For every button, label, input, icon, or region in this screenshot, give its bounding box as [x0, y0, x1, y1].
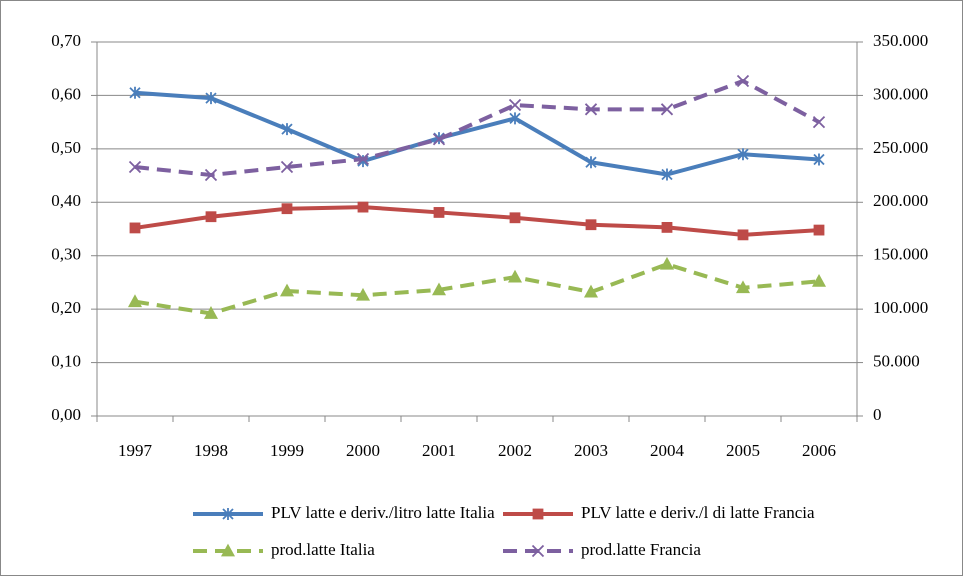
data-point	[659, 256, 675, 270]
y2-tick-label: 150.000	[873, 245, 928, 264]
data-point	[812, 116, 826, 129]
data-point	[356, 152, 370, 166]
data-point	[736, 74, 750, 88]
data-point	[127, 294, 143, 308]
data-point	[509, 112, 521, 125]
data-point	[281, 203, 293, 215]
y-tick-label: 0,60	[51, 84, 81, 103]
x-tick-label: 1997	[118, 441, 153, 460]
y-tick-label: 0,50	[51, 138, 81, 157]
y-tick-label: 0,70	[51, 31, 81, 50]
y2-tick-label: 0	[873, 405, 882, 424]
x-tick-label: 2000	[346, 441, 380, 460]
y2-tick-label: 100.000	[873, 298, 928, 317]
x-tick-label: 2004	[650, 441, 685, 460]
series-line	[134, 205, 820, 237]
data-point	[203, 306, 219, 319]
data-point	[585, 219, 597, 231]
data-point	[281, 123, 293, 136]
y2-tick-label: 300.000	[873, 84, 928, 103]
legend-marker	[220, 543, 236, 557]
data-point	[128, 160, 142, 174]
x-tick-label: 2005	[726, 441, 760, 460]
x-tick-label: 2006	[802, 441, 836, 460]
data-point	[585, 156, 597, 169]
legend-label: PLV latte e deriv./litro latte Italia	[271, 503, 495, 522]
data-point	[509, 212, 521, 224]
y-tick-label: 0,30	[51, 245, 81, 264]
legend-label: prod.latte Francia	[581, 540, 701, 559]
data-point	[737, 148, 749, 161]
x-tick-label: 2003	[574, 441, 608, 460]
y-tick-label: 0,40	[51, 191, 81, 210]
legend-marker	[222, 508, 234, 520]
data-point	[813, 224, 825, 236]
legend-marker	[532, 508, 544, 520]
data-point	[280, 160, 294, 174]
y-tick-label: 0,00	[51, 405, 81, 424]
data-point	[129, 86, 141, 99]
data-point	[813, 153, 825, 166]
series-line	[134, 262, 820, 316]
data-point	[735, 280, 751, 294]
data-point	[661, 168, 673, 181]
y2-tick-label: 250.000	[873, 138, 928, 157]
y2-tick-label: 200.000	[873, 191, 928, 210]
data-point	[811, 273, 827, 287]
y2-tick-label: 350.000	[873, 31, 928, 50]
data-point	[507, 269, 523, 283]
data-point	[433, 207, 445, 218]
data-point	[661, 221, 673, 233]
data-point	[660, 103, 674, 116]
x-tick-label: 2001	[422, 441, 456, 460]
y-tick-label: 0,10	[51, 351, 81, 370]
x-tick-label: 2002	[498, 441, 532, 460]
data-point	[205, 211, 217, 223]
data-point	[584, 103, 598, 116]
legend-label: prod.latte Italia	[271, 540, 375, 559]
data-point	[583, 284, 599, 298]
x-tick-label: 1998	[194, 441, 228, 460]
data-point	[205, 92, 217, 105]
data-point	[204, 168, 218, 182]
data-point	[357, 201, 369, 213]
data-point	[279, 283, 295, 297]
series-line	[134, 79, 820, 178]
data-point	[355, 287, 371, 301]
data-point	[508, 98, 522, 112]
y2-tick-label: 50.000	[873, 351, 920, 370]
data-point	[737, 229, 749, 241]
legend-label: PLV latte e deriv./l di latte Francia	[581, 503, 815, 522]
data-point	[431, 282, 447, 296]
y-tick-label: 0,20	[51, 298, 81, 317]
series-line	[134, 90, 820, 177]
data-point	[129, 222, 141, 234]
x-tick-label: 1999	[270, 441, 304, 460]
legend-marker	[531, 544, 545, 558]
data-point	[432, 133, 446, 146]
